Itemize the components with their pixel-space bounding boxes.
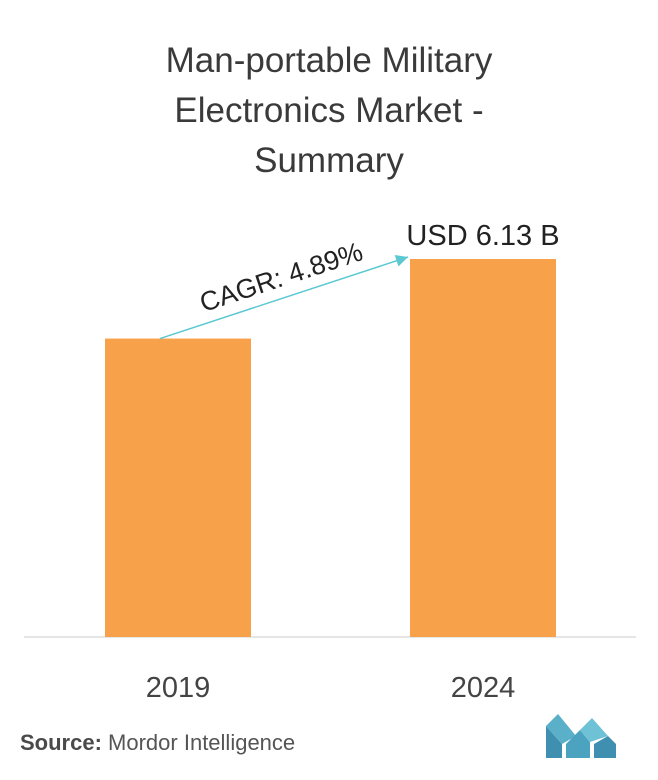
- title-line-2: Electronics Market -: [174, 91, 484, 130]
- bar-2024: [410, 259, 556, 637]
- title-line-1: Man-portable Military: [165, 41, 493, 80]
- mordor-logo-icon: [546, 714, 616, 758]
- source-note: Source: Mordor Intelligence: [20, 730, 295, 756]
- x-tick-label-2024: 2024: [451, 672, 516, 704]
- x-tick-label-2019: 2019: [146, 672, 211, 704]
- data-label-2024: USD 6.13 B: [406, 220, 559, 252]
- cagr-arrow-head: [394, 255, 408, 267]
- cagr-arrow-line: [159, 256, 409, 340]
- cagr-annotation: CAGR: 4.89%: [196, 236, 366, 317]
- source-label: Source:: [20, 730, 102, 755]
- title-line-3: Summary: [254, 141, 404, 180]
- bar-2019: [105, 338, 251, 637]
- chart-title: Man-portable Military Electronics Market…: [0, 36, 658, 186]
- source-text: Mordor Intelligence: [108, 730, 296, 755]
